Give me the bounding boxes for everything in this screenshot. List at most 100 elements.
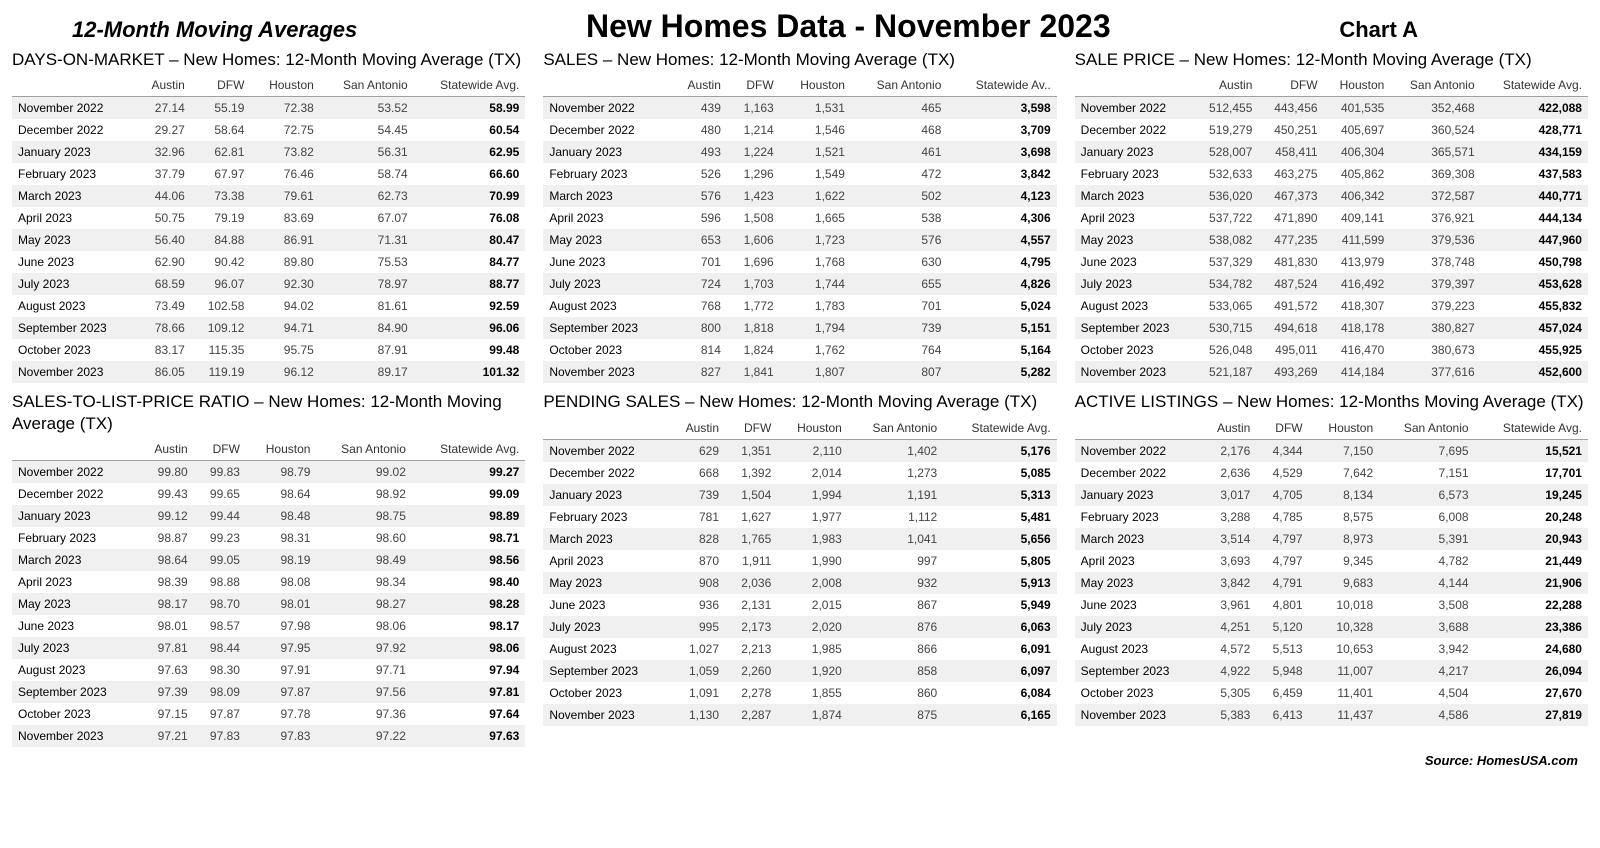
cell-value: 493 [670, 141, 727, 163]
cell-value: 2,287 [725, 704, 777, 726]
cell-value: 376,921 [1390, 207, 1480, 229]
header-left: 12-Month Moving Averages [72, 17, 357, 43]
cell-value: 102.58 [191, 295, 251, 317]
cell-value: 1,794 [780, 317, 851, 339]
cell-value: 20,248 [1475, 506, 1588, 528]
cell-value: 701 [670, 251, 727, 273]
cell-value: 26,094 [1475, 660, 1588, 682]
cell-value: 98.70 [194, 593, 246, 615]
cell-value: 98.08 [246, 571, 317, 593]
table-row: August 202373.49102.5894.0281.6192.59 [12, 295, 525, 317]
cell-value: 6,091 [943, 638, 1056, 660]
cell-value: 629 [669, 439, 725, 462]
cell-value: 411,599 [1324, 229, 1391, 251]
cell-value: 99.48 [414, 339, 526, 361]
cell-value: 97.94 [412, 659, 525, 681]
row-month: December 2022 [543, 119, 670, 141]
cell-value: 78.66 [135, 317, 191, 339]
cell-value: 19,245 [1475, 484, 1588, 506]
row-month: September 2023 [543, 660, 668, 682]
cell-value: 360,524 [1390, 119, 1480, 141]
col-header: Austin [670, 74, 727, 97]
row-month: May 2023 [1075, 229, 1194, 251]
cell-value: 630 [851, 251, 947, 273]
cell-value: 481,830 [1258, 251, 1323, 273]
cell-value: 5,949 [943, 594, 1056, 616]
cell-value: 379,223 [1390, 295, 1480, 317]
cell-value: 365,571 [1390, 141, 1480, 163]
cell-value: 3,288 [1200, 506, 1256, 528]
row-month: May 2023 [12, 229, 135, 251]
row-month: May 2023 [12, 593, 137, 615]
cell-value: 452,600 [1481, 361, 1588, 383]
row-month: November 2022 [12, 460, 137, 483]
cell-value: 97.95 [246, 637, 317, 659]
cell-value: 20,943 [1475, 528, 1588, 550]
cell-value: 465 [851, 97, 947, 120]
row-month: August 2023 [1075, 638, 1200, 660]
cell-value: 2,110 [777, 439, 848, 462]
cell-value: 119.19 [191, 361, 251, 383]
cell-value: 463,275 [1258, 163, 1323, 185]
cell-value: 21,906 [1475, 572, 1588, 594]
table-row: August 202397.6398.3097.9197.7197.94 [12, 659, 525, 681]
row-month: October 2023 [1075, 682, 1200, 704]
cell-value: 98.60 [316, 527, 411, 549]
cell-value: 8,575 [1309, 506, 1380, 528]
panel-price: SALE PRICE – New Homes: 12-Month Moving … [1075, 49, 1588, 383]
cell-value: 86.05 [135, 361, 191, 383]
cell-value: 6,459 [1256, 682, 1308, 704]
cell-value: 450,251 [1258, 119, 1323, 141]
cell-value: 73.38 [191, 185, 251, 207]
cell-value: 76.08 [414, 207, 526, 229]
col-header-blank [543, 417, 668, 440]
cell-value: 995 [669, 616, 725, 638]
table-row: July 20234,2515,12010,3283,68823,386 [1075, 616, 1588, 638]
table-title: PENDING SALES – New Homes: 12-Month Movi… [543, 391, 1056, 412]
cell-value: 379,397 [1390, 273, 1480, 295]
table-row: April 202398.3998.8898.0898.3498.40 [12, 571, 525, 593]
cell-value: 768 [670, 295, 727, 317]
cell-value: 17,701 [1475, 462, 1588, 484]
table-row: April 20235961,5081,6655384,306 [543, 207, 1056, 229]
cell-value: 2,008 [777, 572, 848, 594]
row-month: May 2023 [543, 572, 668, 594]
cell-value: 5,164 [947, 339, 1056, 361]
cell-value: 98.49 [316, 549, 411, 571]
table-row: August 20231,0272,2131,9858666,091 [543, 638, 1056, 660]
table-title: ACTIVE LISTINGS – New Homes: 12-Months M… [1075, 391, 1588, 412]
cell-value: 10,328 [1309, 616, 1380, 638]
row-month: January 2023 [543, 484, 668, 506]
cell-value: 78.97 [320, 273, 414, 295]
cell-value: 97.21 [137, 725, 193, 747]
col-header: Statewide Avg. [1475, 417, 1588, 440]
row-month: August 2023 [1075, 295, 1194, 317]
table-title: SALE PRICE – New Homes: 12-Month Moving … [1075, 49, 1588, 70]
cell-value: 32.96 [135, 141, 191, 163]
cell-value: 6,084 [943, 682, 1056, 704]
cell-value: 860 [848, 682, 943, 704]
col-header: Statewide Avg. [412, 438, 525, 461]
col-header: Austin [669, 417, 725, 440]
cell-value: 596 [670, 207, 727, 229]
cell-value: 1,841 [727, 361, 780, 383]
cell-value: 1,546 [780, 119, 851, 141]
cell-value: 70.99 [414, 185, 526, 207]
row-month: November 2022 [543, 97, 670, 120]
cell-value: 6,008 [1379, 506, 1474, 528]
cell-value: 94.02 [250, 295, 319, 317]
col-header: Austin [137, 438, 193, 461]
table-row: September 2023530,715494,618418,178380,8… [1075, 317, 1588, 339]
cell-value: 471,890 [1258, 207, 1323, 229]
cell-value: 9,683 [1309, 572, 1380, 594]
cell-value: 8,134 [1309, 484, 1380, 506]
panel-ratio: SALES-TO-LIST-PRICE RATIO – New Homes: 1… [12, 391, 525, 747]
cell-value: 867 [848, 594, 943, 616]
row-month: November 2022 [543, 439, 668, 462]
cell-value: 536,020 [1193, 185, 1258, 207]
cell-value: 502 [851, 185, 947, 207]
cell-value: 98.40 [412, 571, 525, 593]
cell-value: 2,636 [1200, 462, 1256, 484]
cell-value: 477,235 [1258, 229, 1323, 251]
cell-value: 97.36 [316, 703, 411, 725]
